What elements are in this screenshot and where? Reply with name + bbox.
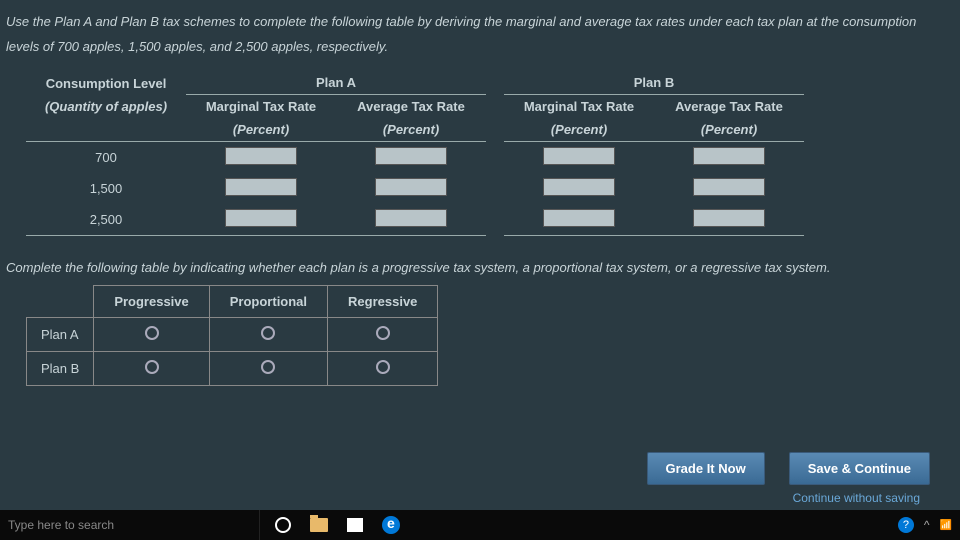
grade-button[interactable]: Grade It Now: [647, 452, 765, 485]
taskbar: Type here to search ? ^ 📶: [0, 510, 960, 540]
input-a-average-2500[interactable]: [375, 209, 447, 227]
radio-a-proportional[interactable]: [261, 326, 275, 340]
input-b-marginal-1500[interactable]: [543, 178, 615, 196]
instruction-1: Use the Plan A and Plan B tax schemes to…: [6, 10, 944, 59]
radio-b-regressive[interactable]: [376, 360, 390, 374]
taskbar-search[interactable]: Type here to search: [0, 510, 260, 540]
input-b-marginal-2500[interactable]: [543, 209, 615, 227]
input-b-average-2500[interactable]: [693, 209, 765, 227]
input-a-average-1500[interactable]: [375, 178, 447, 196]
input-a-marginal-2500[interactable]: [225, 209, 297, 227]
file-explorer-icon[interactable]: [304, 510, 334, 540]
input-b-average-700[interactable]: [693, 147, 765, 165]
tray-network-icon[interactable]: 📶: [940, 520, 952, 531]
th-percent: (Percent): [654, 118, 804, 142]
radio-b-progressive[interactable]: [145, 360, 159, 374]
cortana-icon[interactable]: [268, 510, 298, 540]
input-a-marginal-700[interactable]: [225, 147, 297, 165]
edge-icon[interactable]: [376, 510, 406, 540]
input-b-marginal-700[interactable]: [543, 147, 615, 165]
tray-chevron-icon[interactable]: ^: [924, 518, 930, 532]
continue-without-saving-link[interactable]: Continue without saving: [793, 491, 920, 505]
radio-a-regressive[interactable]: [376, 326, 390, 340]
th-percent: (Percent): [504, 118, 654, 142]
tax-type-table: Progressive Proportional Regressive Plan…: [26, 285, 438, 386]
radio-a-progressive[interactable]: [145, 326, 159, 340]
input-a-marginal-1500[interactable]: [225, 178, 297, 196]
th-regressive: Regressive: [328, 286, 438, 318]
th-plan-a: Plan A: [186, 71, 486, 95]
store-icon[interactable]: [340, 510, 370, 540]
th-consumption: Consumption Level: [26, 71, 186, 95]
instruction-2: Complete the following table by indicati…: [6, 260, 944, 275]
th-a-average: Average Tax Rate: [336, 95, 486, 119]
th-b-marginal: Marginal Tax Rate: [504, 95, 654, 119]
th-consumption-sub: (Quantity of apples): [26, 95, 186, 119]
th-percent: (Percent): [336, 118, 486, 142]
save-continue-button[interactable]: Save & Continue: [789, 452, 930, 485]
row-level: 700: [26, 142, 186, 174]
th-proportional: Proportional: [209, 286, 327, 318]
tax-rate-table: Consumption Level Plan A Plan B (Quantit…: [26, 71, 944, 236]
radio-b-proportional[interactable]: [261, 360, 275, 374]
help-icon[interactable]: ?: [898, 517, 914, 533]
row-level: 2,500: [26, 204, 186, 236]
input-a-average-700[interactable]: [375, 147, 447, 165]
th-progressive: Progressive: [94, 286, 209, 318]
row-plan-b: Plan B: [27, 352, 94, 386]
row-level: 1,500: [26, 173, 186, 204]
input-b-average-1500[interactable]: [693, 178, 765, 196]
system-tray: ? ^ 📶: [898, 510, 952, 540]
th-plan-b: Plan B: [504, 71, 804, 95]
th-b-average: Average Tax Rate: [654, 95, 804, 119]
row-plan-a: Plan A: [27, 318, 94, 352]
th-percent: (Percent): [186, 118, 336, 142]
th-a-marginal: Marginal Tax Rate: [186, 95, 336, 119]
